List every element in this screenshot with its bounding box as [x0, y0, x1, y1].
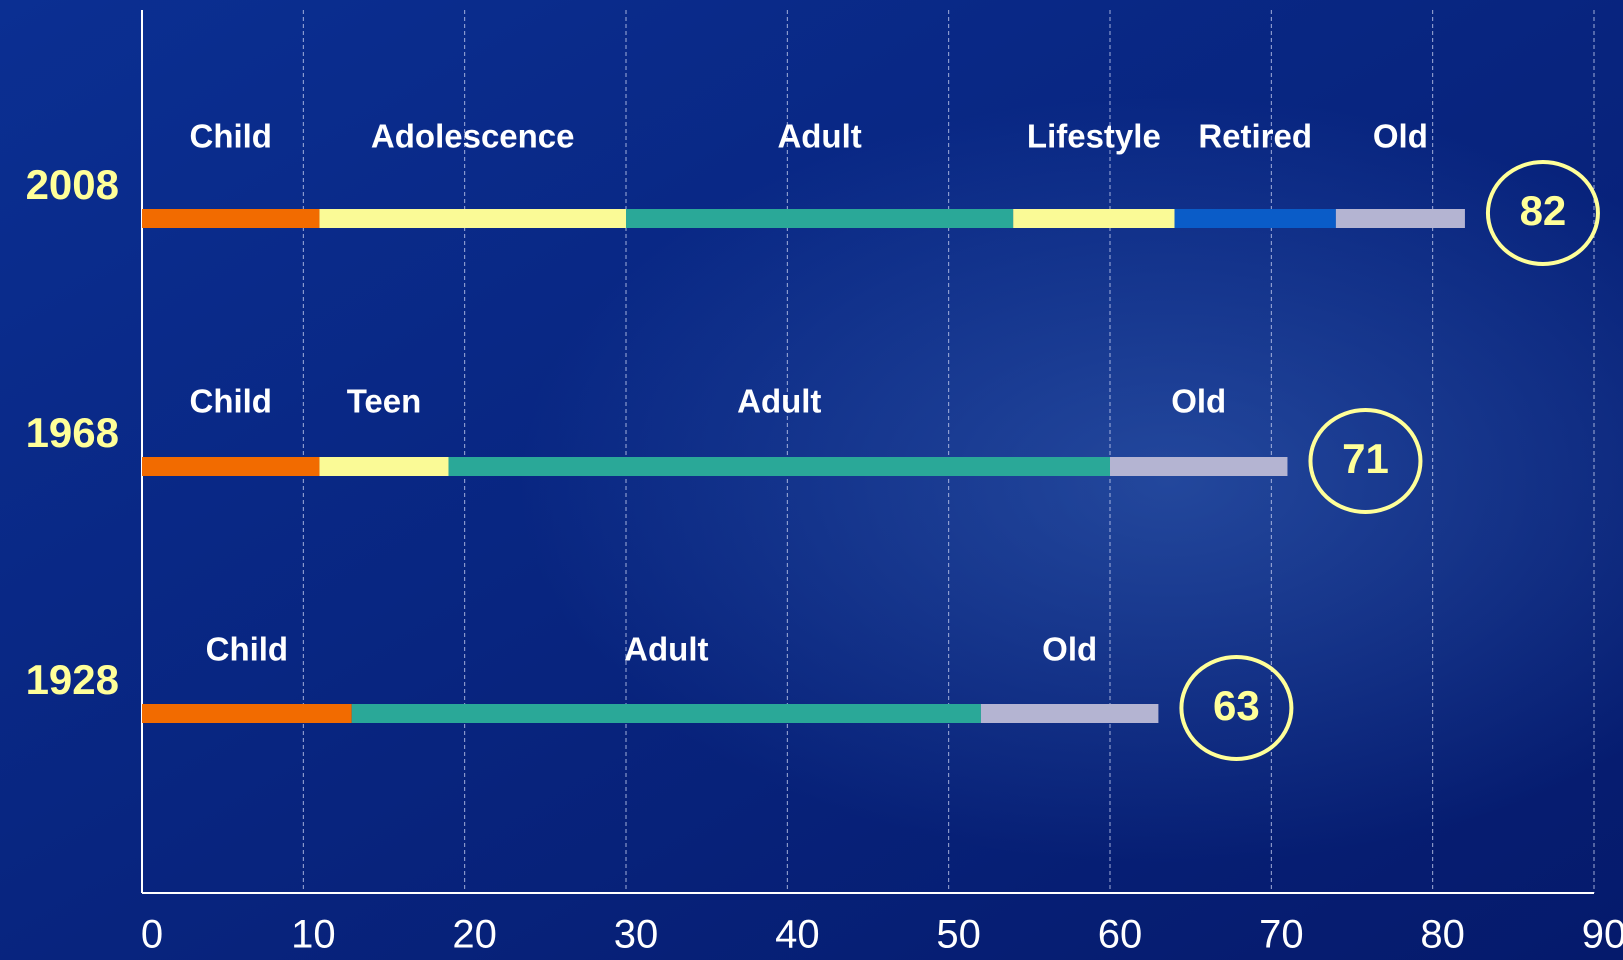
segment — [319, 457, 449, 476]
x-tick-label: 40 — [775, 913, 820, 957]
segment — [626, 209, 1014, 228]
segment-label: Old — [1171, 383, 1226, 420]
segment-label: Adult — [624, 631, 708, 668]
x-tick-label: 30 — [614, 913, 659, 957]
segment — [142, 457, 320, 476]
segment-label: Child — [189, 118, 271, 155]
segment-label: Child — [189, 383, 271, 420]
x-tick-label: 70 — [1259, 913, 1304, 957]
segment-label: Retired — [1198, 118, 1312, 155]
segment-label: Lifestyle — [1027, 118, 1161, 155]
total-circle — [1485, 160, 1600, 266]
segment-label: Child — [206, 631, 288, 668]
segment — [1174, 209, 1336, 228]
segment-label: Old — [1042, 631, 1097, 668]
x-tick-label: 80 — [1420, 913, 1465, 957]
total-label: 71 — [1342, 435, 1389, 482]
segment-label: Adult — [737, 383, 821, 420]
total-circle — [1179, 655, 1294, 761]
segment — [1335, 209, 1465, 228]
x-tick-label: 60 — [1098, 913, 1143, 957]
segment-label: Teen — [347, 383, 422, 420]
row-label: 2008 — [26, 161, 119, 208]
segment-label: Adult — [777, 118, 861, 155]
total-circle — [1308, 408, 1423, 514]
segment — [1110, 457, 1288, 476]
row-label: 1928 — [26, 656, 119, 703]
segment — [980, 704, 1159, 723]
segment-label: Adolescence — [371, 118, 575, 155]
segment-label: Old — [1373, 118, 1428, 155]
x-tick-label: 20 — [452, 913, 497, 957]
segment — [351, 704, 981, 723]
x-tick-label: 0 — [141, 913, 163, 957]
total-label: 82 — [1520, 187, 1567, 234]
total-label: 63 — [1213, 682, 1260, 729]
x-tick-label: 90 — [1582, 913, 1623, 957]
x-tick-label: 10 — [291, 913, 336, 957]
row-label: 1968 — [26, 409, 119, 456]
segment — [319, 209, 626, 228]
segment — [1013, 209, 1175, 228]
segment — [142, 209, 320, 228]
segment — [142, 704, 352, 723]
x-tick-label: 50 — [936, 913, 981, 957]
segment — [448, 457, 1110, 476]
